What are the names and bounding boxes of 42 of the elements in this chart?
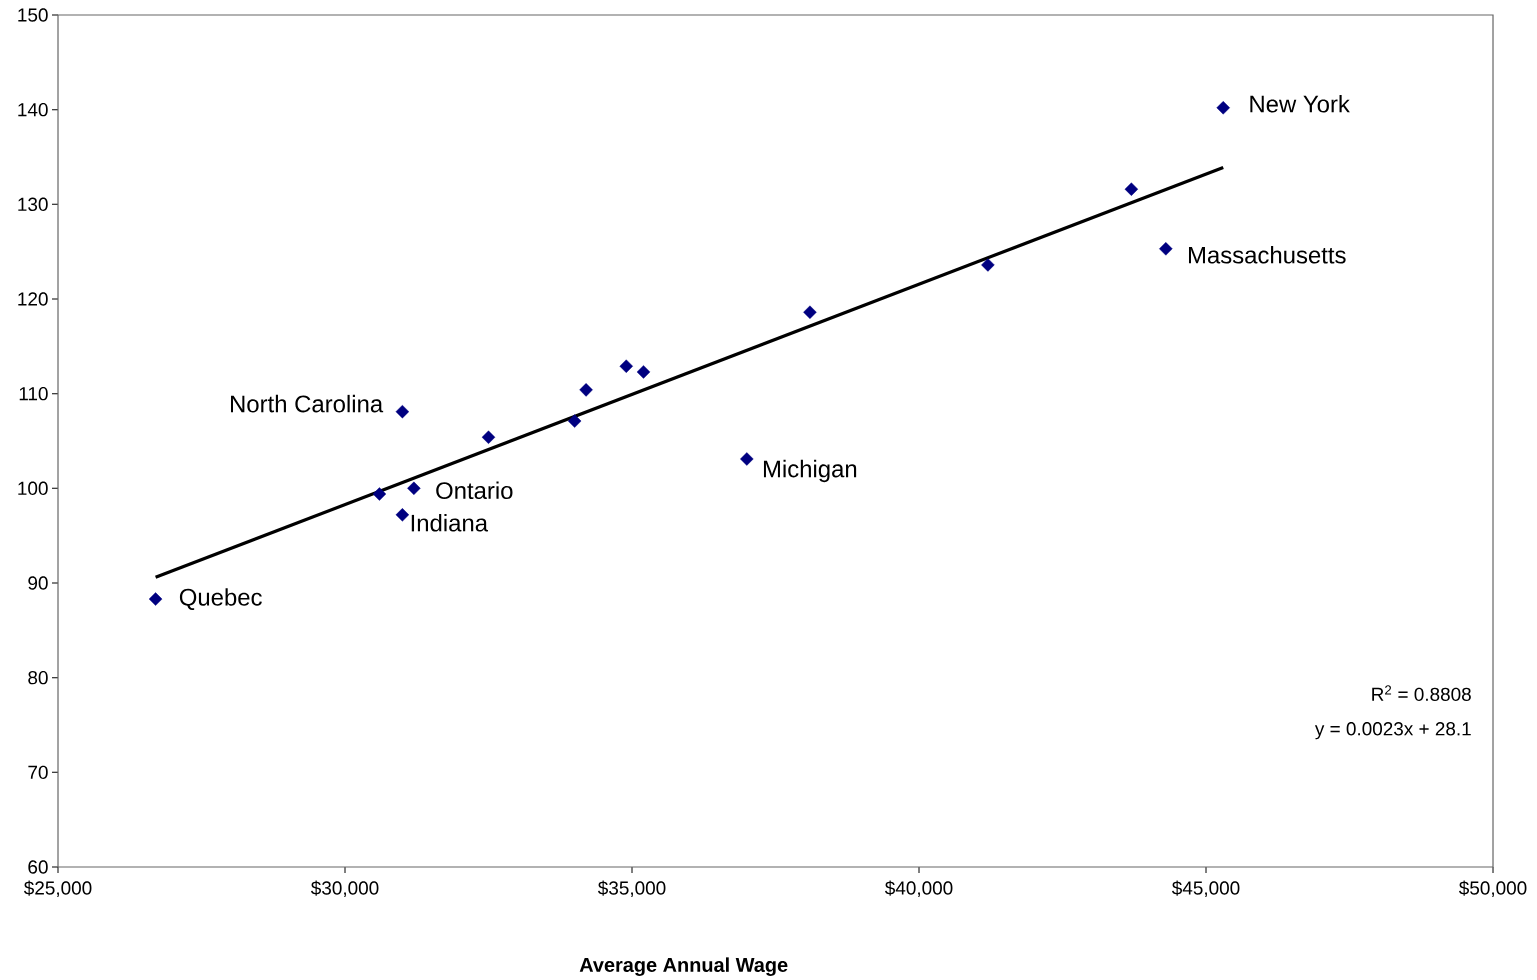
annotation: Quebec <box>179 588 262 611</box>
point <box>395 404 410 419</box>
point <box>740 452 754 466</box>
point <box>1124 182 1139 196</box>
y-tick-label: 70 <box>28 765 48 780</box>
annotation: Michigan <box>763 459 857 483</box>
y-tick-label: 80 <box>28 670 48 685</box>
annotation: Massachusetts <box>1188 246 1346 264</box>
y-tick-label: 140 <box>18 102 48 117</box>
x-tick-label: $40,000 <box>885 880 953 897</box>
y-tick-label: 150 <box>18 8 48 22</box>
point <box>636 365 651 379</box>
x-tick-label: $25,000 <box>23 880 92 897</box>
point <box>407 481 421 496</box>
y-tick-label: 90 <box>28 576 48 590</box>
annotation: y = 0.0023x + 28.1 <box>1314 722 1471 740</box>
x-tick-label: $50,000 <box>1459 880 1527 897</box>
point <box>1159 242 1173 256</box>
annotation: R$^{2}$ = 0.8808 <box>1372 685 1471 702</box>
y-tick-label: 60 <box>28 860 48 874</box>
point <box>372 487 387 501</box>
annotation: Indiana <box>411 514 489 532</box>
y-tick-label: 100 <box>18 481 48 496</box>
point <box>579 383 593 397</box>
point <box>803 305 817 319</box>
point <box>481 430 496 444</box>
y-tick-label: 110 <box>19 386 48 401</box>
x-tick-label: $30,000 <box>310 880 379 897</box>
point <box>567 414 582 428</box>
annotation: New York <box>1250 94 1350 113</box>
y-tick-label: 120 <box>18 292 48 306</box>
x-tick-label: $45,000 <box>1172 880 1240 897</box>
annotation: North Carolina <box>231 394 384 413</box>
y-tick-label: 130 <box>18 197 48 212</box>
x-axis-title: Average Annual Wage <box>579 957 788 977</box>
point <box>148 592 163 606</box>
point <box>395 508 410 522</box>
point <box>619 359 633 373</box>
point <box>1216 101 1230 115</box>
annotation: Ontario <box>436 481 513 500</box>
point <box>981 258 995 272</box>
x-tick-label: $35,000 <box>598 880 666 897</box>
